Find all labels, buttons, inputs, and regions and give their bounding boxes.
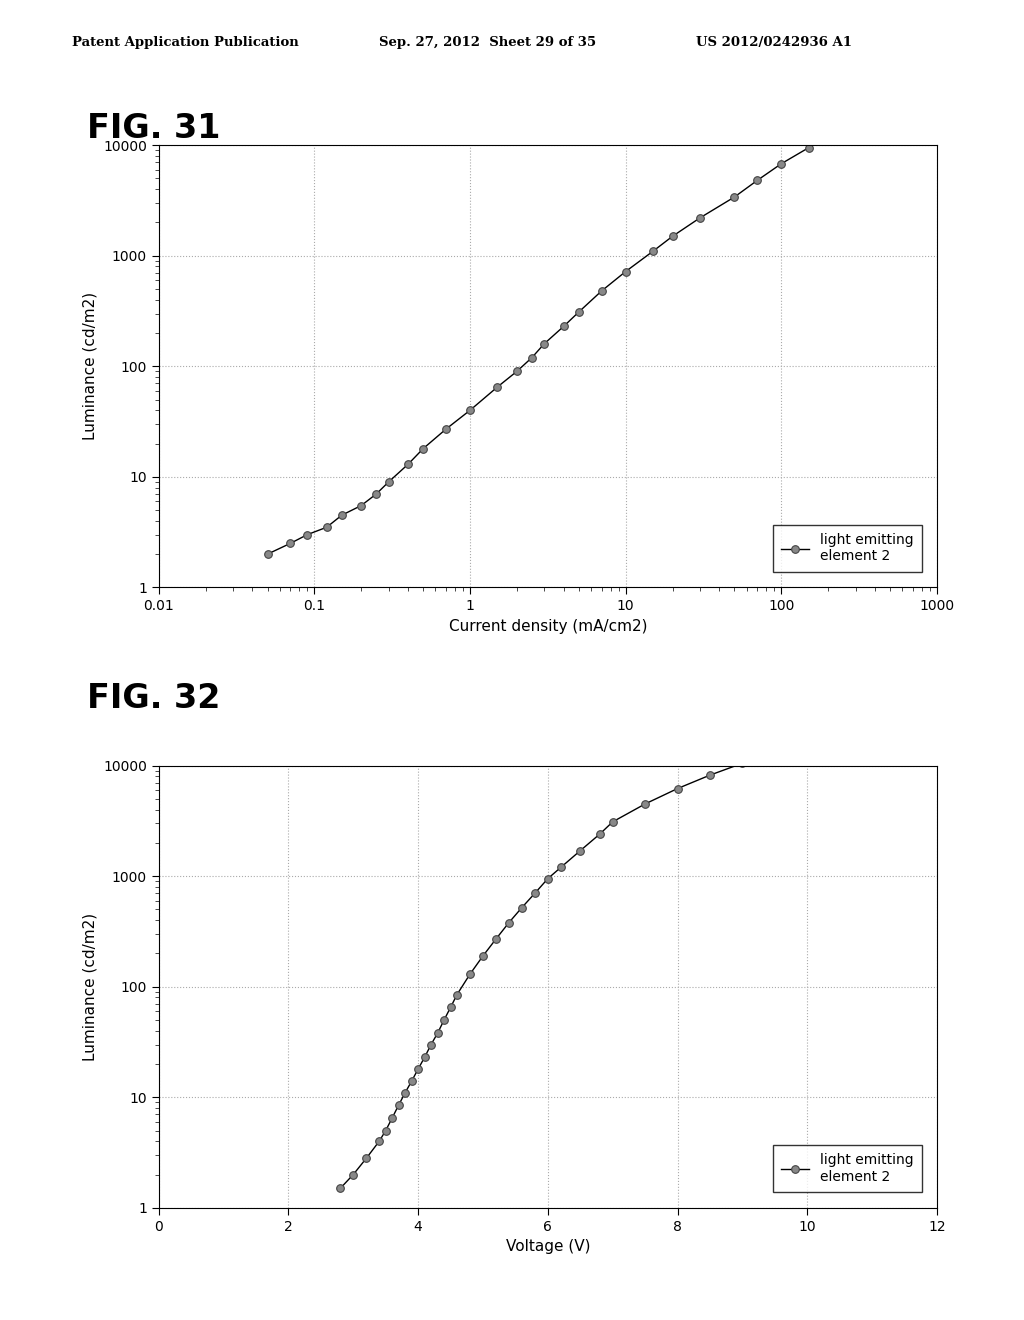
Text: Sep. 27, 2012  Sheet 29 of 35: Sep. 27, 2012 Sheet 29 of 35 bbox=[379, 36, 596, 49]
Legend: light emitting
element 2: light emitting element 2 bbox=[773, 525, 923, 572]
Text: US 2012/0242936 A1: US 2012/0242936 A1 bbox=[696, 36, 852, 49]
Y-axis label: Luminance (cd/m2): Luminance (cd/m2) bbox=[83, 912, 97, 1061]
X-axis label: Voltage (V): Voltage (V) bbox=[506, 1239, 590, 1254]
Legend: light emitting
element 2: light emitting element 2 bbox=[773, 1146, 923, 1192]
X-axis label: Current density (mA/cm2): Current density (mA/cm2) bbox=[449, 619, 647, 634]
Y-axis label: Luminance (cd/m2): Luminance (cd/m2) bbox=[83, 292, 97, 441]
Text: FIG. 32: FIG. 32 bbox=[87, 682, 220, 715]
Text: FIG. 31: FIG. 31 bbox=[87, 112, 220, 145]
Text: Patent Application Publication: Patent Application Publication bbox=[72, 36, 298, 49]
